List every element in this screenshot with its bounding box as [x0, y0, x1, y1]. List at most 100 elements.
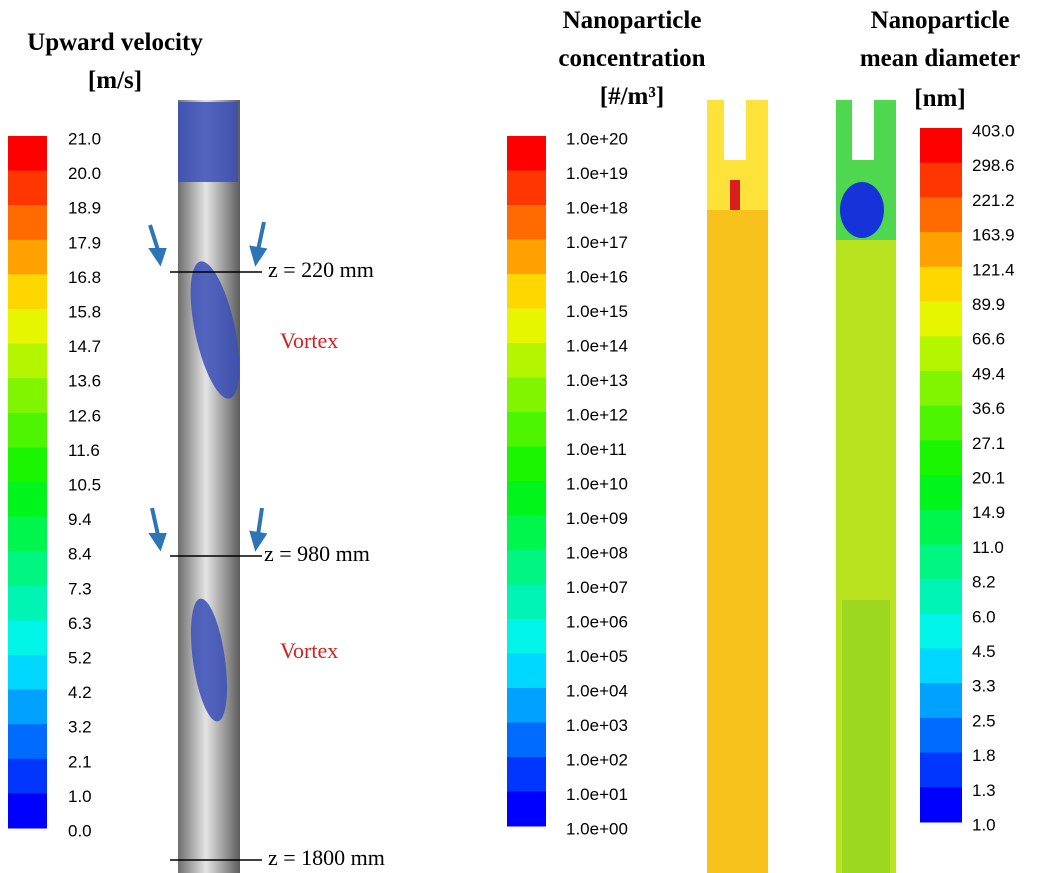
colorbar-band	[8, 551, 47, 586]
colorbar-band	[8, 171, 47, 206]
colorbar-band	[920, 302, 962, 337]
colorbar-label: 11.0	[972, 538, 1004, 557]
colorbar-label: 6.0	[972, 607, 996, 626]
concentration-field	[707, 100, 768, 873]
colorbar-band	[920, 163, 962, 198]
panel-title: [nm]	[914, 85, 965, 112]
panel-title: [m/s]	[88, 67, 142, 94]
tube	[178, 100, 240, 873]
colorbar-label: 13.6	[68, 372, 101, 391]
colorbar-label: 1.0	[68, 787, 92, 806]
colorbar-band	[8, 517, 47, 552]
colorbar-band	[507, 757, 546, 792]
colorbar-label: 6.3	[68, 614, 92, 633]
colorbar-label: 20.1	[972, 468, 1005, 487]
colorbar-label: 1.0e+03	[566, 716, 628, 735]
colorbar-label: 1.0e+08	[566, 543, 628, 562]
colorbar-label: 27.1	[972, 434, 1005, 453]
colorbar-label: 20.0	[68, 164, 101, 183]
colorbar-label: 21.0	[68, 129, 101, 148]
colorbar-band	[920, 197, 962, 232]
colorbar-band	[8, 690, 47, 725]
colorbar-band	[920, 649, 962, 684]
colorbar-band	[507, 516, 546, 551]
colorbar-label: 18.9	[68, 199, 101, 218]
colorbar-label: 8.2	[972, 573, 996, 592]
colorbar-label: 15.8	[68, 302, 101, 321]
annotation: z = 220 mm	[268, 257, 374, 282]
colorbar-label: 0.0	[68, 821, 92, 840]
colorbar-label: 1.0e+13	[566, 371, 628, 390]
panel-title: [#/m³]	[600, 83, 664, 110]
colorbar-band	[8, 447, 47, 482]
colorbar-band	[507, 171, 546, 206]
colorbar-band	[920, 544, 962, 579]
colorbar-label: 1.0e+17	[566, 233, 628, 252]
colorbar-label: 1.0e+06	[566, 612, 628, 631]
colorbar-band	[920, 614, 962, 649]
colorbar-label: 1.0e+19	[566, 164, 628, 183]
field-lower	[842, 600, 890, 873]
colorbar-band	[920, 787, 962, 822]
colorbar-label: 221.2	[972, 191, 1015, 210]
colorbar-band	[8, 655, 47, 690]
small-particle-zone	[840, 182, 884, 238]
hotspot	[730, 180, 740, 210]
colorbar-label: 1.0e+14	[566, 336, 628, 355]
colorbar-band	[8, 240, 47, 275]
colorbar-band	[920, 440, 962, 475]
colorbar-band	[507, 481, 546, 516]
colorbar-label: 1.8	[972, 746, 996, 765]
panel-title: Nanoparticle	[871, 7, 1010, 34]
colorbar-label: 3.2	[68, 718, 92, 737]
colorbar-label: 2.1	[68, 752, 92, 771]
colorbar-band	[920, 579, 962, 614]
colorbar-label: 1.0e+18	[566, 198, 628, 217]
colorbar-label: 9.4	[68, 510, 92, 529]
colorbar-label: 1.0e+01	[566, 785, 628, 804]
colorbar-label: 49.4	[972, 364, 1005, 383]
colorbar-label: 1.0	[972, 815, 996, 834]
colorbar-band	[8, 413, 47, 448]
colorbar-label: 1.0e+11	[566, 440, 627, 459]
colorbar-band	[507, 309, 546, 344]
colorbar-band	[8, 793, 47, 828]
colorbar-band	[507, 447, 546, 482]
colorbar-label: 16.8	[68, 268, 101, 287]
colorbar-band	[920, 267, 962, 302]
colorbar-label: 2.5	[972, 711, 996, 730]
colorbar-label: 11.6	[68, 441, 100, 460]
nozzle	[724, 100, 746, 160]
colorbar-label: 1.0e+07	[566, 578, 628, 597]
colorbar-label: 163.9	[972, 226, 1015, 245]
colorbar-band	[8, 136, 47, 171]
colorbar-label: 12.6	[68, 406, 101, 425]
annotation: Vortex	[280, 638, 338, 663]
colorbar-band	[920, 683, 962, 718]
colorbar-label: 1.0e+09	[566, 509, 628, 528]
colorbar-band	[920, 128, 962, 163]
colorbar-band	[8, 309, 47, 344]
colorbar-label: 3.3	[972, 677, 996, 696]
colorbar-label: 298.6	[972, 156, 1015, 175]
colorbar-label: 1.0e+05	[566, 647, 628, 666]
colorbar-label: 4.5	[972, 642, 996, 661]
figure: Upward velocity [m/s] 21.0 20.0 18.9 17.9 16.8…	[0, 0, 1047, 873]
colorbar-label: 4.2	[68, 683, 92, 702]
colorbar-band	[507, 792, 546, 827]
colorbar-band	[507, 585, 546, 620]
colorbar-label: 66.6	[972, 330, 1005, 349]
colorbar-label: 14.7	[68, 337, 101, 356]
annotation: Vortex	[280, 328, 338, 353]
colorbar-band	[507, 550, 546, 585]
colorbar-label: 8.4	[68, 545, 92, 564]
colorbar-label: 17.9	[68, 233, 101, 252]
panel-title: Upward velocity	[27, 29, 203, 56]
colorbar-label: 1.0e+16	[566, 267, 628, 286]
annotation: z = 1800 mm	[268, 845, 385, 870]
colorbar-label: 1.0e+15	[566, 302, 628, 321]
colorbar-band	[920, 753, 962, 788]
panel-title: concentration	[558, 45, 705, 72]
colorbar-label: 10.5	[68, 475, 101, 494]
colorbar-band	[8, 482, 47, 517]
